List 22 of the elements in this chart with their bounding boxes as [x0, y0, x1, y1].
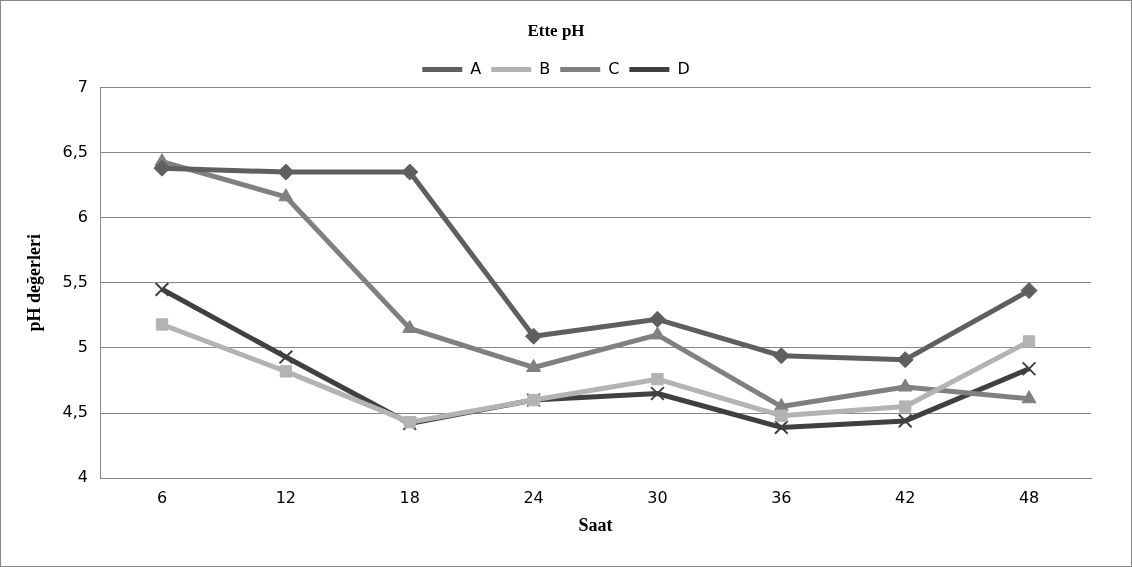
x-tick-label: 24: [523, 487, 544, 507]
legend-label: B: [539, 58, 551, 78]
x-tick-label: 36: [771, 487, 792, 507]
x-axis-title: Saat: [578, 514, 613, 535]
legend-label: C: [608, 58, 620, 78]
x-tick-label: 12: [275, 487, 297, 507]
y-tick-label: 6,5: [62, 141, 89, 161]
y-tick-label: 5: [77, 337, 89, 357]
x-tick-label: 6: [156, 487, 168, 507]
y-tick-label: 4,5: [62, 402, 89, 422]
x-tick-label: 42: [895, 487, 916, 507]
y-axis-title: pH değerleri: [24, 234, 45, 332]
legend-label: A: [470, 58, 482, 78]
chart-title: Ette pH: [527, 20, 585, 40]
x-tick-label: 30: [647, 487, 668, 507]
y-tick-label: 4: [77, 467, 89, 487]
y-tick-label: 7: [77, 76, 89, 96]
x-tick-label: 48: [1018, 487, 1040, 507]
y-tick-label: 5,5: [62, 271, 89, 291]
y-tick-label: 6: [77, 206, 89, 226]
x-tick-label: 18: [399, 487, 420, 507]
legend-label: D: [677, 58, 690, 78]
